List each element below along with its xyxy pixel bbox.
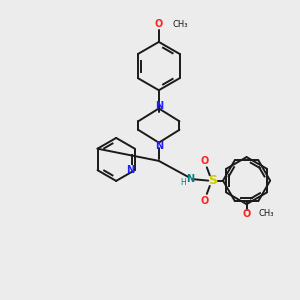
Text: N: N [127, 165, 135, 175]
Text: H: H [180, 178, 186, 188]
Text: O: O [200, 196, 208, 206]
Text: CH₃: CH₃ [173, 20, 188, 29]
Text: O: O [155, 19, 163, 29]
Text: N: N [155, 100, 163, 110]
Text: CH₃: CH₃ [259, 209, 274, 218]
Text: N: N [186, 174, 194, 184]
Text: O: O [242, 208, 251, 219]
Text: S: S [208, 174, 217, 187]
Text: N: N [155, 141, 163, 151]
Text: O: O [200, 156, 208, 166]
